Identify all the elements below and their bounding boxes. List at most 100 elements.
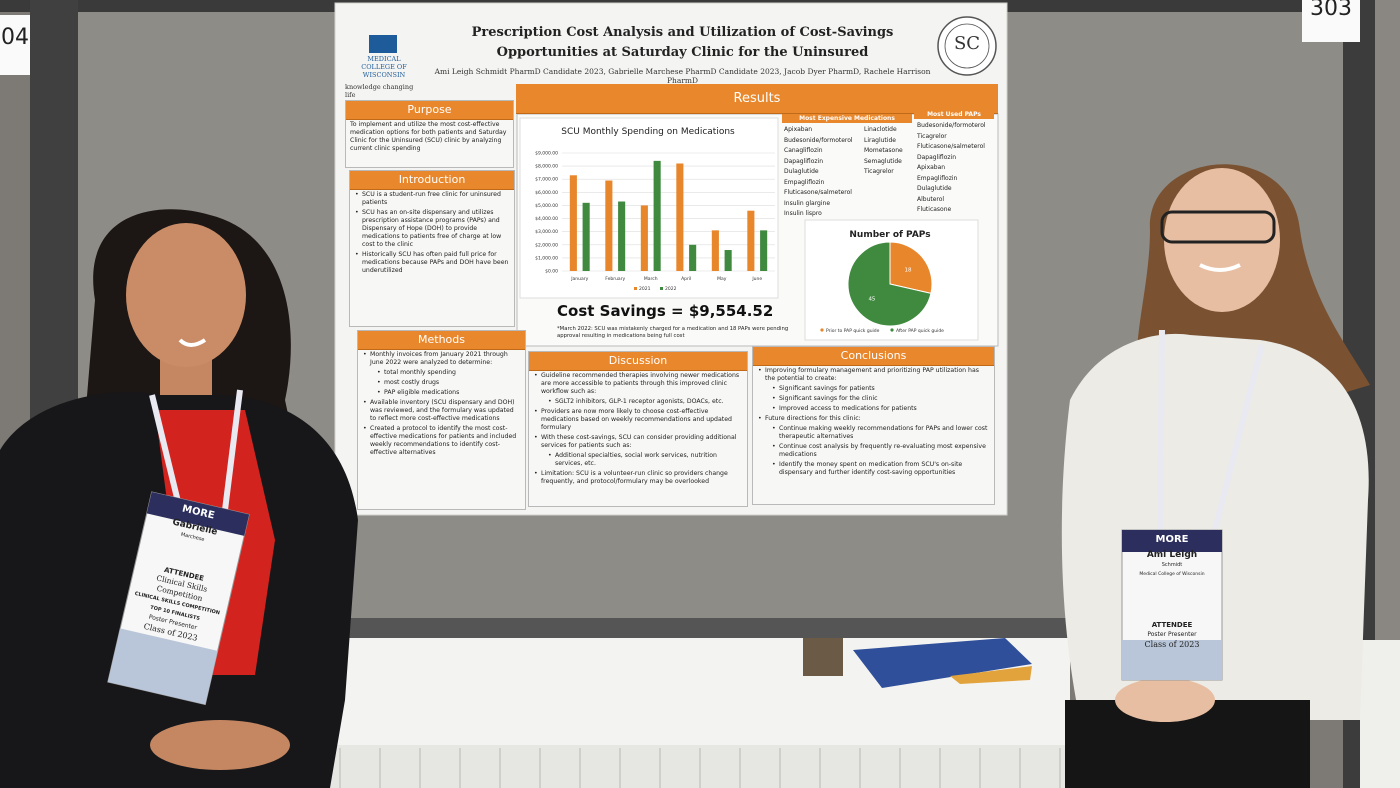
section-item: Significant savings for patients: [757, 385, 990, 393]
bar: [689, 244, 697, 271]
chart-title: SCU Monthly Spending on Medications: [561, 127, 735, 137]
y-tick-label: $8,000.00: [535, 164, 558, 170]
section-item: most costly drugs: [362, 379, 521, 387]
glasses: [1160, 210, 1276, 244]
table-item: Canagliflozin: [784, 147, 823, 154]
legend-label: Prior to PAP quick guide: [826, 328, 880, 334]
small-box: [803, 638, 843, 676]
section: ConclusionsImproving formulary managemen…: [752, 346, 995, 505]
section-item: PAP eligible medications: [362, 389, 521, 397]
table-item: Ticagrelor: [864, 168, 894, 175]
table-item: Fluticasone/salmeterol: [784, 189, 852, 196]
section-item: Continue cost analysis by frequently re-…: [757, 443, 990, 459]
legend-swatch: [820, 328, 824, 332]
smile: [1199, 263, 1241, 272]
legend-label: 2022: [665, 286, 677, 292]
table-item: Fluticasone: [917, 206, 952, 213]
section-item: Guideline recommended therapies involvin…: [533, 372, 743, 396]
y-tick-label: $7,000.00: [535, 177, 558, 183]
bar: [676, 163, 684, 271]
table-item: Empagliflozin: [917, 174, 958, 182]
section-item: SCU has an on-site dispensary and utiliz…: [354, 209, 510, 249]
table-skirt: [320, 745, 1070, 788]
legend-swatch: [890, 328, 894, 332]
section-item: With these cost-savings, SCU can conside…: [533, 434, 743, 450]
y-tick-label: $5,000.00: [535, 203, 558, 209]
y-tick-label: $2,000.00: [535, 242, 558, 248]
skirt-pleats: [339, 748, 1061, 788]
hands: [150, 720, 290, 770]
bar: [711, 230, 719, 271]
bar: [618, 201, 626, 271]
poster-title: Prescription Cost Analysis and Utilizati…: [471, 25, 894, 60]
table-column: Budesonide/formoterol Ticagrelor Fluticaso…: [917, 121, 997, 216]
section-item: Providers are now more likely to choose …: [533, 408, 743, 432]
bar: [640, 205, 648, 271]
badge-text: MORE Ami Leigh Schmidt Medical College of W…: [1122, 530, 1222, 680]
table-item: Budesonide/formoterol: [917, 122, 986, 129]
poster-authors: Ami Leigh Schmidt PharmD Candidate 2023,…: [434, 67, 931, 85]
section-heading: Introduction: [350, 171, 514, 190]
table-item: Dapagliflozin: [784, 157, 823, 165]
data-label: 45: [868, 296, 875, 302]
table-item: Fluticasone/salmeterol: [917, 143, 985, 150]
booth-sign: [1302, 0, 1360, 42]
section-item: Available inventory (SCU dispensary and …: [362, 399, 521, 423]
y-tick-label: $0.00: [545, 269, 558, 275]
section-item: total monthly spending: [362, 369, 521, 377]
table-item: Apixaban: [784, 126, 813, 133]
section-heading: Purpose: [346, 101, 513, 120]
table-header: Most Expensive Medications: [782, 114, 912, 123]
badge: [107, 491, 250, 706]
section-item: Identify the money spent on medication f…: [757, 461, 990, 477]
section: DiscussionGuideline recommended therapie…: [528, 351, 748, 507]
lanyard: [149, 389, 243, 511]
badge: [1121, 529, 1223, 681]
section: IntroductionSCU is a student-run free cl…: [349, 170, 515, 327]
folder: [853, 638, 1032, 688]
booth-sign: [0, 15, 30, 75]
table-item: Dulaglutide: [784, 168, 819, 175]
badge-line: Poster Presenter: [1147, 631, 1197, 638]
logo-tagline: knowledge changing life: [345, 83, 414, 99]
bar: [569, 175, 577, 271]
bar: [760, 230, 768, 271]
section-item: Improved access to medications for patie…: [757, 405, 990, 413]
x-tick-label: March: [644, 276, 658, 282]
table-item: Semaglutide: [864, 157, 902, 165]
section-heading: Methods: [358, 331, 525, 350]
table-column: Linaclotide Liraglutide Mometasone Semaglut…: [864, 125, 944, 178]
pie-slice: [847, 241, 932, 327]
next-panel: [1375, 0, 1400, 640]
table: [1360, 640, 1400, 788]
y-tick-label: $4,000.00: [535, 216, 558, 222]
table-item: Linaclotide: [864, 126, 897, 133]
bar: [582, 202, 590, 271]
table-item: Apixaban: [917, 164, 946, 171]
section-item: Significant savings for the clinic: [757, 395, 990, 403]
section-item: Monthly invoices from January 2021 throu…: [362, 351, 521, 367]
data-label: 18: [905, 268, 912, 274]
seal-text: SC: [953, 33, 981, 54]
x-tick-label: June: [751, 276, 762, 282]
clinic-seal: [944, 23, 990, 69]
table-item: Mometasone: [864, 147, 903, 154]
section-item: Historically SCU has often paid full pri…: [354, 251, 510, 275]
bar: [724, 250, 732, 271]
footnote: *March 2022: SCU was mistakenly charged …: [557, 326, 789, 339]
legend-label: After PAP quick guide: [896, 328, 944, 334]
logo-name: MEDICAL COLLEGE OF WISCONSIN: [361, 55, 407, 79]
pie-slice: [889, 241, 933, 294]
lanyard: [1157, 329, 1265, 531]
face: [1164, 168, 1280, 312]
x-tick-label: January: [570, 276, 588, 282]
badge-line: ATTENDEE: [1151, 621, 1193, 629]
table-item: Dapagliflozin: [917, 153, 956, 161]
face: [126, 223, 246, 367]
section-item: SGLT2 inhibitors, GLP-1 receptor agonist…: [533, 398, 743, 406]
bar: [747, 210, 755, 271]
y-tick-label: $1,000.00: [535, 255, 558, 261]
legend-label: 2021: [639, 286, 651, 292]
section: Purpose To implement and utilize the most…: [345, 100, 514, 168]
